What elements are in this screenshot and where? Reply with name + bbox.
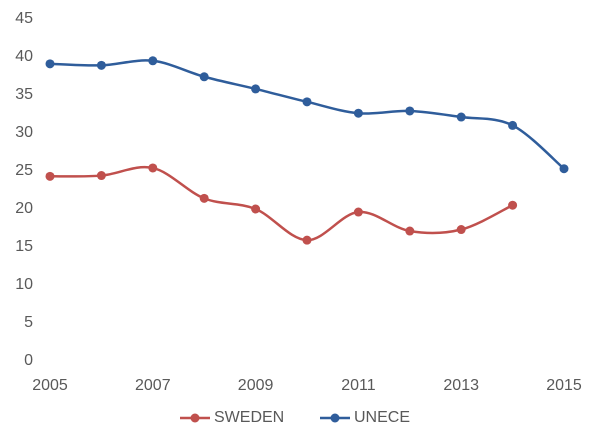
data-point bbox=[148, 163, 158, 173]
legend-label: UNECE bbox=[354, 409, 410, 426]
data-point bbox=[96, 60, 106, 70]
data-point bbox=[559, 164, 569, 174]
data-point bbox=[96, 171, 106, 181]
data-point bbox=[148, 56, 158, 66]
y-tick-label: 35 bbox=[15, 86, 33, 103]
data-point bbox=[405, 106, 415, 116]
legend-marker bbox=[190, 413, 200, 423]
data-point bbox=[353, 108, 363, 118]
data-point bbox=[251, 204, 261, 214]
legend-label: SWEDEN bbox=[214, 409, 284, 426]
y-tick-label: 45 bbox=[15, 10, 33, 27]
data-point bbox=[45, 59, 55, 69]
y-tick-label: 5 bbox=[24, 314, 33, 331]
series-line bbox=[49, 59, 565, 170]
data-point bbox=[302, 97, 312, 107]
data-point bbox=[251, 84, 261, 94]
data-point bbox=[508, 200, 518, 210]
x-tick-label: 2007 bbox=[135, 377, 171, 394]
y-tick-label: 0 bbox=[24, 352, 33, 369]
data-point bbox=[456, 112, 466, 122]
data-point bbox=[302, 235, 312, 245]
y-tick-label: 25 bbox=[15, 162, 33, 179]
data-point bbox=[199, 72, 209, 82]
data-point bbox=[353, 207, 363, 217]
y-tick-label: 30 bbox=[15, 124, 33, 141]
x-tick-label: 2011 bbox=[341, 377, 376, 394]
x-tick-label: 2013 bbox=[443, 377, 479, 394]
data-point bbox=[456, 225, 466, 235]
y-tick-label: 10 bbox=[15, 276, 33, 293]
y-tick-label: 20 bbox=[15, 200, 33, 217]
data-point bbox=[508, 120, 518, 130]
x-tick-label: 2005 bbox=[32, 377, 68, 394]
data-point bbox=[405, 226, 415, 236]
series-line bbox=[49, 165, 514, 242]
data-point bbox=[199, 193, 209, 203]
legend-marker bbox=[330, 413, 340, 423]
y-tick-label: 15 bbox=[15, 238, 33, 255]
x-tick-label: 2009 bbox=[238, 377, 274, 394]
data-point bbox=[45, 171, 55, 181]
x-tick-label: 2015 bbox=[546, 377, 582, 394]
y-tick-label: 40 bbox=[15, 48, 33, 65]
